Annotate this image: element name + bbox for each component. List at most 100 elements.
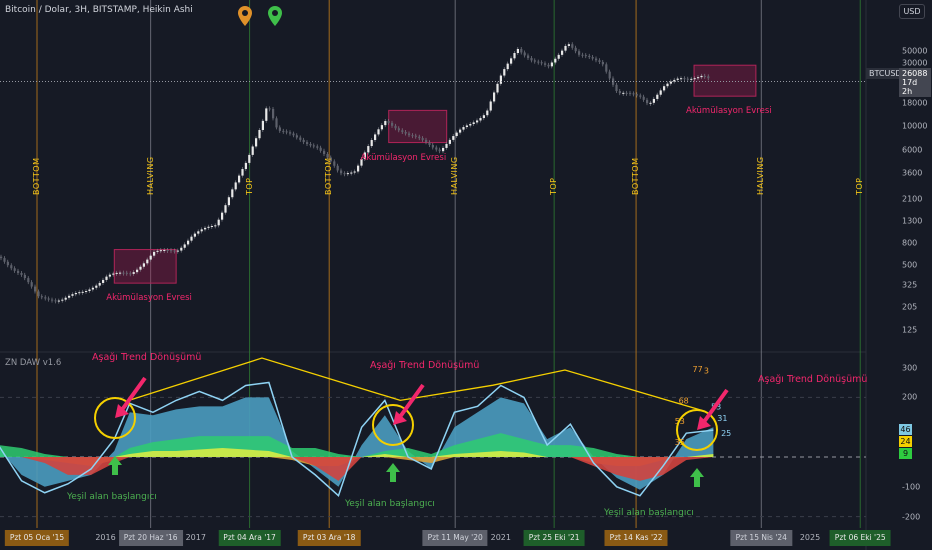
candle (132, 272, 135, 274)
green-start-label: Yeşil alan başlangıcı (345, 499, 435, 509)
indicator-last-value-badge: 9 (899, 448, 912, 459)
currency-button[interactable]: USD (899, 4, 925, 19)
candle (40, 296, 43, 298)
candle (659, 90, 662, 95)
candle (513, 53, 516, 59)
candle (537, 61, 540, 63)
candle (129, 273, 132, 275)
orange-location-pin-icon[interactable] (237, 5, 253, 27)
candle (108, 274, 111, 277)
price-axis-tick: 2100 (902, 194, 923, 204)
candle (146, 259, 149, 264)
event-label-top: TOP (549, 177, 559, 195)
candle (0, 256, 3, 259)
candle (520, 48, 523, 53)
indicator-axis-tick: 300 (902, 363, 918, 373)
pink-arrow-icon (699, 388, 729, 428)
candle (17, 270, 20, 273)
candle (438, 149, 441, 152)
candle (265, 108, 268, 121)
candle (197, 231, 200, 234)
candle (241, 169, 244, 176)
candle (200, 229, 203, 232)
candle (516, 48, 519, 54)
candle (591, 57, 594, 59)
candle (272, 108, 275, 119)
candle (37, 291, 40, 297)
event-date-tag: Pzt 03 Ara '18 (297, 530, 361, 546)
chart-title: Bitcoin / Dolar, 3H, BITSTAMP, Heikin As… (5, 5, 193, 15)
candle (557, 54, 560, 59)
candle (707, 76, 710, 79)
trend-reversal-label: Aşağı Trend Dönüşümü (758, 374, 868, 385)
candle (309, 143, 312, 146)
event-label-bottom: BOTTOM (324, 157, 334, 195)
indicator-point-label: 3 (704, 367, 709, 376)
candle (190, 236, 193, 241)
candle (673, 79, 676, 82)
candle (173, 250, 176, 252)
candle (193, 233, 196, 237)
indicator-title[interactable]: ZN DAW v1.6 (5, 358, 62, 368)
indicator-point-label: 77 (693, 365, 703, 374)
candle (465, 125, 468, 128)
candle (367, 146, 370, 153)
green-up-arrow-icon (108, 456, 122, 475)
candle (357, 165, 360, 172)
indicator-red-area (0, 457, 714, 481)
candle (27, 278, 30, 283)
candle (74, 292, 77, 295)
price-axis-tick: 325 (902, 280, 918, 290)
green-up-arrow-icon (386, 463, 400, 482)
candle (282, 130, 285, 132)
candle (248, 154, 251, 163)
candle (646, 99, 649, 104)
accumulation-zone-label: Akümülasyon Evresi (686, 106, 772, 117)
candle (635, 94, 638, 96)
candle (319, 147, 322, 151)
candle (68, 295, 71, 298)
candle (578, 51, 581, 55)
price-axis-tick: 18000 (902, 98, 928, 107)
candle (503, 69, 506, 76)
year-label: 2021 (490, 533, 511, 542)
candle (486, 110, 489, 116)
candle (554, 58, 557, 63)
candle (499, 75, 502, 84)
candle (442, 147, 445, 152)
candle (85, 291, 88, 293)
candle (588, 55, 591, 58)
pink-arrow-icon (117, 376, 147, 416)
candle (404, 131, 407, 134)
indicator-axis-tick: -100 (902, 482, 921, 492)
green-location-pin-icon[interactable] (267, 5, 283, 27)
pink-arrowhead-icon (697, 416, 711, 430)
candle (629, 92, 632, 94)
candle (652, 98, 655, 103)
candle (122, 272, 125, 274)
indicator-last-value-badge: 46 (899, 424, 912, 435)
indicator-trend-line (129, 357, 701, 411)
candle (530, 58, 533, 61)
candle (302, 139, 305, 143)
green-start-label: Yeşil alan başlangıcı (604, 508, 694, 518)
candle (418, 136, 421, 139)
candle (506, 63, 509, 70)
candle (686, 78, 689, 80)
candle (139, 266, 142, 270)
event-label-top: TOP (855, 177, 865, 195)
candle (54, 300, 57, 302)
candle (601, 61, 604, 65)
candle (258, 129, 261, 139)
candle (34, 286, 37, 292)
candle (261, 120, 264, 130)
event-label-halving: HALVING (450, 156, 460, 195)
trend-reversal-label: Aşağı Trend Dönüşümü (92, 352, 202, 363)
candle (23, 274, 26, 279)
candle (295, 135, 298, 138)
candle (64, 297, 67, 300)
candle (306, 142, 309, 144)
indicator-lime-area (0, 448, 714, 457)
candle (690, 78, 693, 80)
